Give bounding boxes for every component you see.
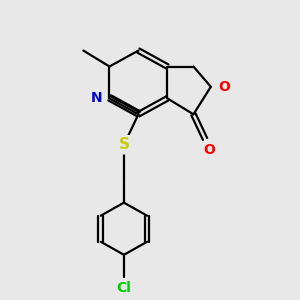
Text: O: O <box>218 80 230 94</box>
Text: N: N <box>91 92 102 105</box>
Text: Cl: Cl <box>116 281 131 295</box>
Text: O: O <box>203 143 215 157</box>
Text: S: S <box>118 137 129 152</box>
